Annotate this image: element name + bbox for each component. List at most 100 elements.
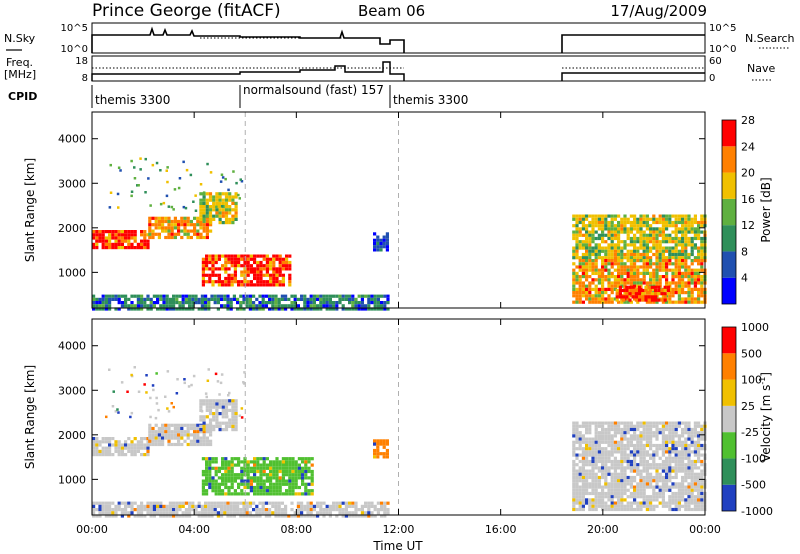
- data-cell: [671, 220, 675, 225]
- data-cell: [207, 307, 211, 311]
- data-cell: [300, 501, 304, 505]
- data-cell: [218, 198, 222, 202]
- data-cell: [655, 252, 659, 257]
- data-cell: [239, 304, 243, 308]
- data-cell: [178, 307, 182, 311]
- data-cell: [581, 227, 585, 231]
- data-cell: [300, 297, 304, 301]
- data-cell: [205, 223, 209, 227]
- data-cell: [205, 415, 209, 419]
- data-cell: [140, 242, 144, 246]
- data-cell: [658, 214, 662, 218]
- data-cell: [690, 466, 694, 470]
- data-cell: [127, 443, 131, 447]
- data-cell: [370, 307, 374, 311]
- data-cell: [677, 227, 681, 231]
- data-cell: [240, 489, 244, 493]
- data-cell: [674, 281, 678, 285]
- data-cell: [604, 440, 608, 444]
- data-cell: [610, 504, 614, 508]
- data-cell: [261, 294, 265, 298]
- data-cell: [607, 498, 611, 502]
- data-cell: [645, 262, 649, 266]
- data-cell: [228, 421, 232, 425]
- data-cell: [124, 304, 128, 308]
- data-cell: [256, 463, 260, 467]
- data-cell: [232, 170, 235, 173]
- data-cell: [604, 287, 608, 291]
- data-cell: [127, 242, 131, 246]
- data-cell: [645, 475, 649, 480]
- data-cell: [687, 230, 691, 234]
- data-cell: [671, 437, 675, 441]
- data-cell: [177, 439, 181, 443]
- data-cell: [269, 273, 273, 277]
- data-cell: [316, 304, 320, 308]
- data-cell: [262, 469, 266, 474]
- data-cell: [585, 469, 589, 473]
- data-cell: [700, 275, 704, 279]
- data-cell: [224, 466, 228, 470]
- data-cell: [697, 491, 701, 496]
- data-cell: [665, 485, 669, 489]
- data-cell: [629, 440, 633, 444]
- data-cell: [661, 217, 665, 221]
- data-cell: [697, 431, 701, 435]
- data-cell: [181, 307, 185, 311]
- data-cell: [149, 204, 152, 207]
- data-cell: [581, 220, 585, 225]
- data-cell: [700, 268, 704, 272]
- data-cell: [245, 297, 249, 301]
- data-cell: [629, 427, 633, 432]
- data-cell: [316, 514, 320, 518]
- data-cell: [572, 278, 576, 282]
- data-cell: [183, 229, 187, 233]
- data-cell: [572, 475, 576, 480]
- data-cell: [668, 507, 672, 512]
- data-cell: [687, 485, 691, 489]
- data-cell: [114, 410, 118, 413]
- data-cell: [594, 278, 598, 282]
- data-cell: [645, 440, 649, 444]
- data-cell: [156, 307, 160, 311]
- data-cell: [130, 236, 134, 240]
- data-cell: [164, 219, 168, 224]
- data-cell: [170, 229, 174, 233]
- data-cell: [601, 265, 605, 269]
- data-cell: [104, 239, 108, 243]
- data-cell: [668, 300, 672, 304]
- data-cell: [328, 294, 332, 298]
- data-cell: [285, 469, 289, 474]
- data-cell: [622, 288, 626, 293]
- data-cell: [288, 492, 292, 496]
- data-cell: [620, 268, 624, 272]
- data-cell: [604, 220, 608, 225]
- data-cell: [607, 227, 611, 231]
- data-cell: [591, 466, 595, 470]
- data-cell: [575, 472, 579, 476]
- data-cell: [208, 457, 212, 461]
- data-cell: [146, 508, 150, 512]
- data-cell: [322, 294, 326, 298]
- data-cell: [633, 507, 637, 512]
- data-cell: [633, 256, 637, 260]
- data-cell: [201, 489, 205, 493]
- data-cell: [269, 466, 273, 470]
- data-cell: [108, 236, 112, 240]
- data-cell: [687, 453, 691, 457]
- data-cell: [177, 186, 181, 190]
- data-cell: [233, 473, 237, 477]
- data-cell: [585, 256, 589, 260]
- data-cell: [234, 208, 238, 212]
- data-cell: [288, 273, 292, 277]
- data-cell: [645, 220, 649, 225]
- data-cell: [633, 495, 637, 499]
- y-tick-label: 1000: [58, 266, 86, 279]
- data-cell: [617, 450, 621, 454]
- data-cell: [607, 297, 611, 301]
- data-cell: [278, 463, 282, 467]
- data-cell: [652, 287, 656, 291]
- data-cell: [591, 224, 595, 228]
- data-cell: [249, 460, 253, 464]
- data-cell: [165, 504, 169, 508]
